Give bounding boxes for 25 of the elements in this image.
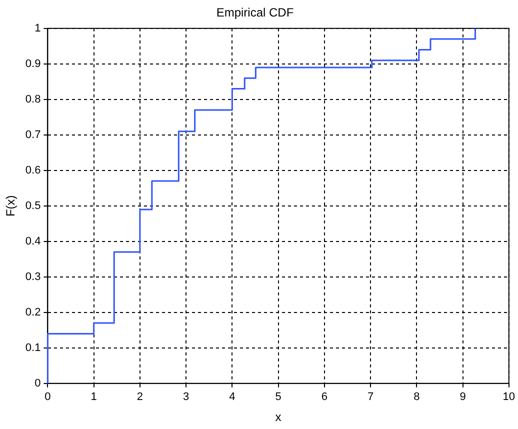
y-tick-label: 0.3 [25,270,41,283]
y-tick-label: 0.8 [25,93,41,106]
x-tick-label: 4 [229,391,236,404]
x-tick-label: 5 [275,391,282,404]
x-tick-label: 2 [136,391,143,404]
y-tick-label: 0 [34,377,41,390]
y-tick-label: 0.7 [25,128,41,141]
chart-title: Empirical CDF [216,6,294,20]
x-tick-label: 0 [44,391,51,404]
y-tick-label: 0.4 [25,235,41,248]
x-tick-label: 8 [414,391,420,404]
x-tick-label: 10 [502,391,516,404]
y-tick-label: 0.5 [25,200,41,212]
x-tick-label: 6 [321,391,328,404]
y-tick-label: 1 [34,22,41,34]
x-tick-label: 3 [182,391,190,404]
y-tick-label: 0.1 [25,342,41,354]
y-tick-label: 0.9 [25,58,41,70]
x-tick-label: 9 [460,391,466,404]
y-tick-label: 0.2 [25,306,41,318]
x-tick-label: 1 [90,391,97,404]
y-tick-label: 0.6 [25,164,41,176]
x-tick-label: 7 [367,391,374,404]
y-axis-title: F(x) [4,195,18,217]
x-axis-title: x [275,410,282,424]
